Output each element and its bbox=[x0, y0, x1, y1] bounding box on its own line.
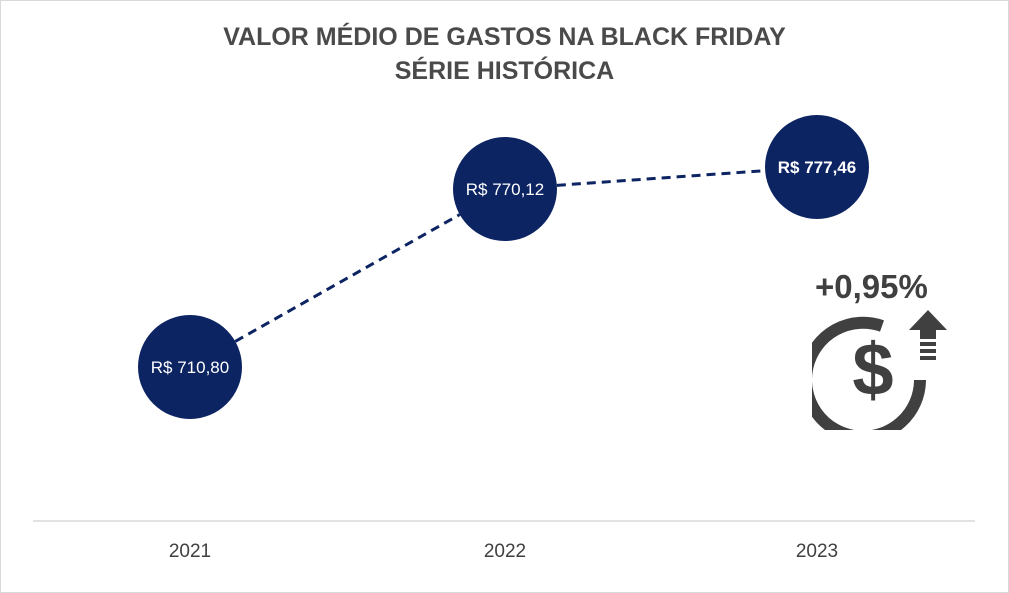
series-line-segment bbox=[556, 169, 766, 187]
x-tick-labels: 2021 2022 2023 bbox=[169, 541, 838, 562]
data-point-marker bbox=[453, 137, 557, 242]
data-point-marker bbox=[765, 115, 869, 219]
x-tick-label: 2023 bbox=[796, 541, 838, 562]
x-tick-label: 2021 bbox=[169, 541, 211, 562]
data-point-marker bbox=[138, 315, 242, 419]
data-label: R$ 710,80 bbox=[151, 358, 229, 377]
svg-text:$: $ bbox=[852, 328, 893, 411]
data-label: R$ 770,12 bbox=[466, 180, 544, 199]
chart-title-block: VALOR MÉDIO DE GASTOS NA BLACK FRIDAY SÉ… bbox=[0, 20, 1009, 88]
dollar-growth-icon: $ bbox=[800, 305, 952, 443]
data-label: R$ 777,46 bbox=[778, 158, 856, 177]
series-line bbox=[234, 169, 766, 343]
series-markers: R$ 710,80 R$ 770,12 R$ 777,46 bbox=[138, 115, 869, 419]
chart-subtitle: SÉRIE HISTÓRICA bbox=[394, 57, 615, 85]
series-line-segment bbox=[234, 213, 461, 343]
percent-change-label: +0,95% bbox=[815, 268, 928, 305]
x-tick-label: 2022 bbox=[484, 541, 526, 562]
chart-title: VALOR MÉDIO DE GASTOS NA BLACK FRIDAY bbox=[223, 23, 786, 51]
